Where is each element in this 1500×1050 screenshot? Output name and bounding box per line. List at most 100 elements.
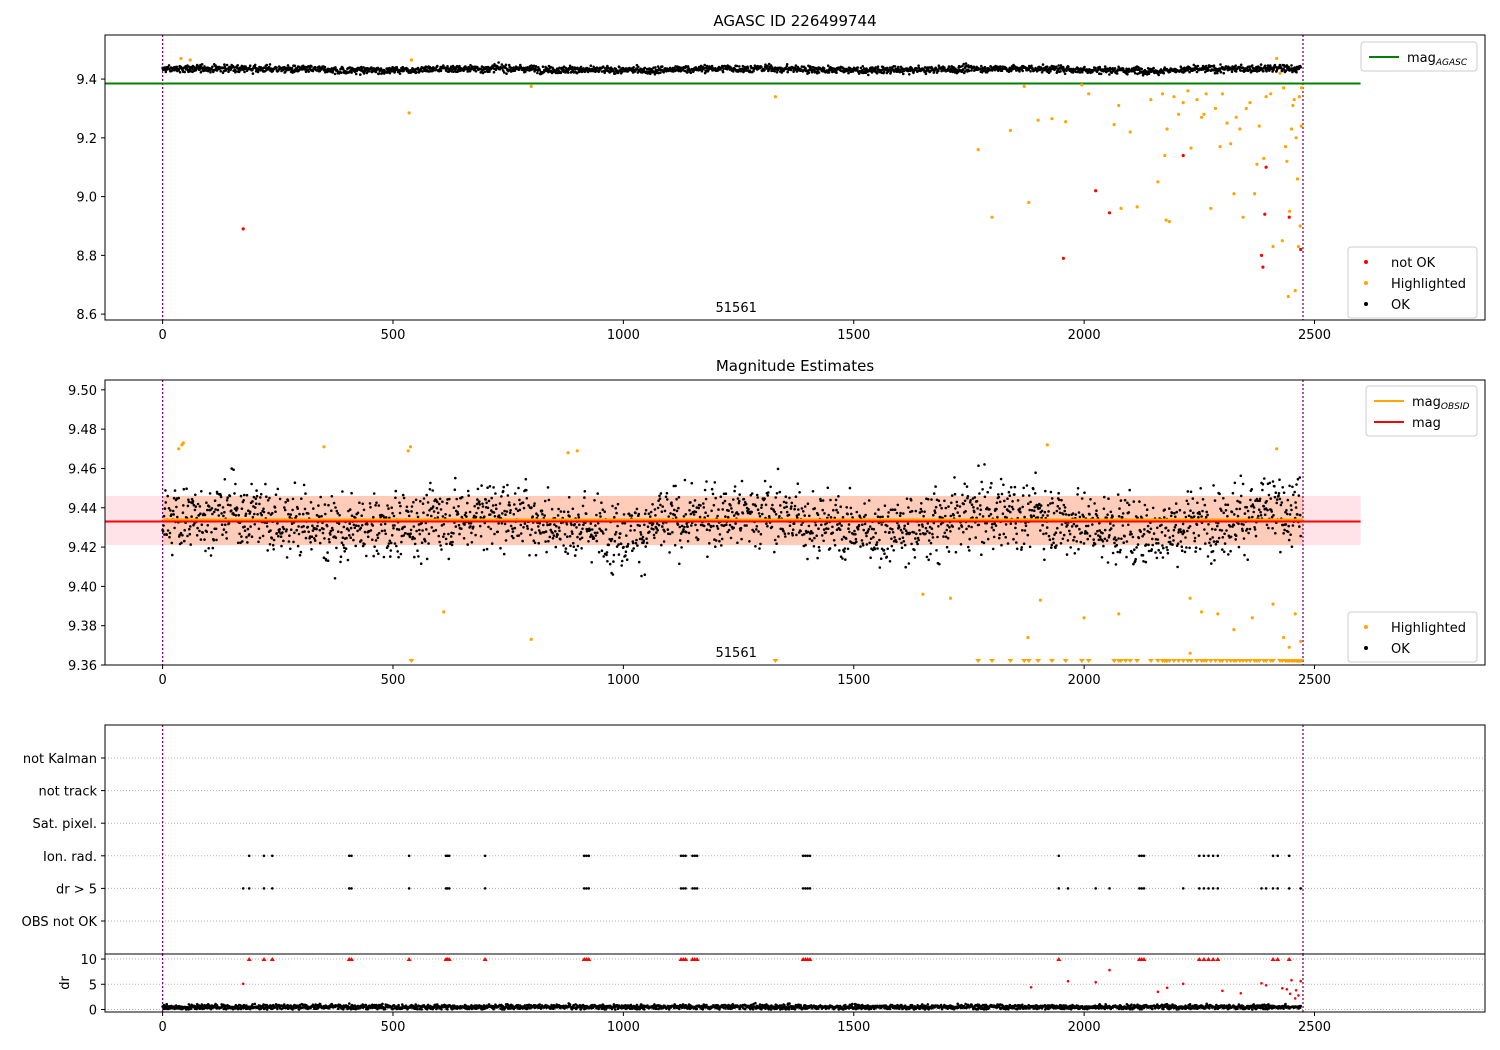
ok-point [509, 524, 513, 528]
ok-point [669, 512, 672, 515]
ok-point [953, 492, 957, 496]
ok-point [1147, 543, 1150, 547]
ok-point [583, 496, 586, 499]
ok-point [1205, 510, 1208, 514]
ok-point [976, 507, 979, 510]
ok-point [1062, 512, 1065, 516]
ok-point [1091, 523, 1094, 526]
ok-point [388, 71, 392, 75]
top-highlighted-point [1022, 84, 1026, 88]
ok-point [271, 511, 274, 515]
ok-point [703, 488, 707, 492]
ok-point [791, 528, 795, 531]
ok-point [517, 486, 520, 490]
ok-point [946, 536, 950, 540]
ok-point [502, 71, 506, 74]
ok-point [807, 71, 811, 74]
ok-point [705, 480, 708, 483]
ok-point [1146, 524, 1150, 528]
ok-point [581, 504, 585, 508]
ok-point [240, 507, 244, 511]
ok-point [850, 541, 853, 544]
ok-point [354, 516, 357, 520]
ok-point [637, 560, 641, 564]
ok-point [1026, 533, 1030, 537]
ok-point [272, 538, 276, 542]
ok-point [384, 516, 388, 519]
ok-point [1241, 529, 1244, 533]
ok-point [1109, 522, 1112, 525]
ok-point [1056, 526, 1059, 530]
ok-point [252, 495, 256, 499]
ok-point [729, 536, 733, 540]
ok-point [963, 499, 967, 503]
ok-point [717, 508, 720, 511]
ok-point [1184, 536, 1187, 539]
ok-point [822, 539, 825, 543]
ok-point [492, 486, 495, 489]
ok-point [990, 481, 993, 485]
ok-point [926, 522, 930, 525]
ok-point [727, 528, 731, 532]
ok-point [258, 536, 262, 540]
ok-point [932, 492, 936, 495]
ok-point [1159, 551, 1162, 554]
ok-point [1107, 497, 1110, 501]
ok-point [761, 512, 764, 516]
ok-point [1226, 514, 1229, 518]
ok-point [274, 510, 277, 513]
ok-point [991, 547, 995, 551]
ok-point [513, 492, 517, 495]
ok-point [843, 550, 846, 553]
ok-point [1128, 488, 1131, 492]
ok-point [1257, 508, 1261, 512]
top-highlighted-point [1036, 118, 1040, 122]
ok-point [334, 506, 337, 509]
ok-point [494, 68, 498, 72]
ok-point [847, 71, 850, 75]
ok-point [674, 516, 678, 519]
ok-point [724, 515, 727, 518]
ok-point [886, 547, 889, 551]
ok-point [198, 68, 202, 71]
ok-point [602, 532, 605, 535]
ok-point [635, 538, 638, 542]
ok-point [484, 498, 488, 501]
top-not-ok-point [1263, 212, 1267, 216]
ok-point [642, 541, 645, 545]
ok-point [1156, 538, 1160, 541]
ok-point [398, 501, 401, 505]
ok-point [1115, 72, 1119, 75]
ok-point [1078, 527, 1081, 531]
ok-point [720, 537, 724, 541]
ok-point [442, 64, 445, 67]
ok-point [654, 514, 657, 517]
ok-point [914, 509, 918, 513]
ok-point [937, 69, 940, 73]
ok-point [528, 554, 531, 557]
top-not-ok-point [1061, 256, 1065, 260]
ok-point [404, 532, 407, 535]
ok-point [361, 502, 365, 506]
ok-point [410, 510, 413, 513]
ok-point [247, 509, 250, 512]
ok-point [386, 544, 390, 548]
ok-point [473, 504, 477, 508]
ok-point [441, 515, 445, 518]
ok-point [614, 533, 617, 536]
ok-point [678, 539, 682, 542]
ok-point [339, 560, 342, 564]
ok-point [457, 505, 460, 508]
ok-point [325, 524, 329, 528]
ok-point [910, 542, 913, 546]
ok-point [816, 556, 819, 560]
ok-point [958, 505, 962, 508]
ok-point [206, 508, 209, 512]
ok-point [507, 63, 511, 67]
ok-point [878, 566, 882, 569]
ok-point [602, 65, 605, 68]
ok-point [735, 64, 739, 68]
ok-point [287, 512, 290, 516]
ok-point [784, 495, 788, 499]
